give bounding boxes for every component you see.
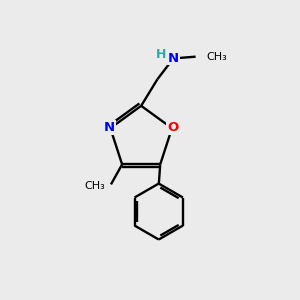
Text: CH₃: CH₃ <box>206 52 227 62</box>
Text: O: O <box>167 121 178 134</box>
Text: N: N <box>168 52 179 64</box>
Text: H: H <box>156 48 166 61</box>
Text: N: N <box>104 121 115 134</box>
Text: CH₃: CH₃ <box>84 181 105 191</box>
